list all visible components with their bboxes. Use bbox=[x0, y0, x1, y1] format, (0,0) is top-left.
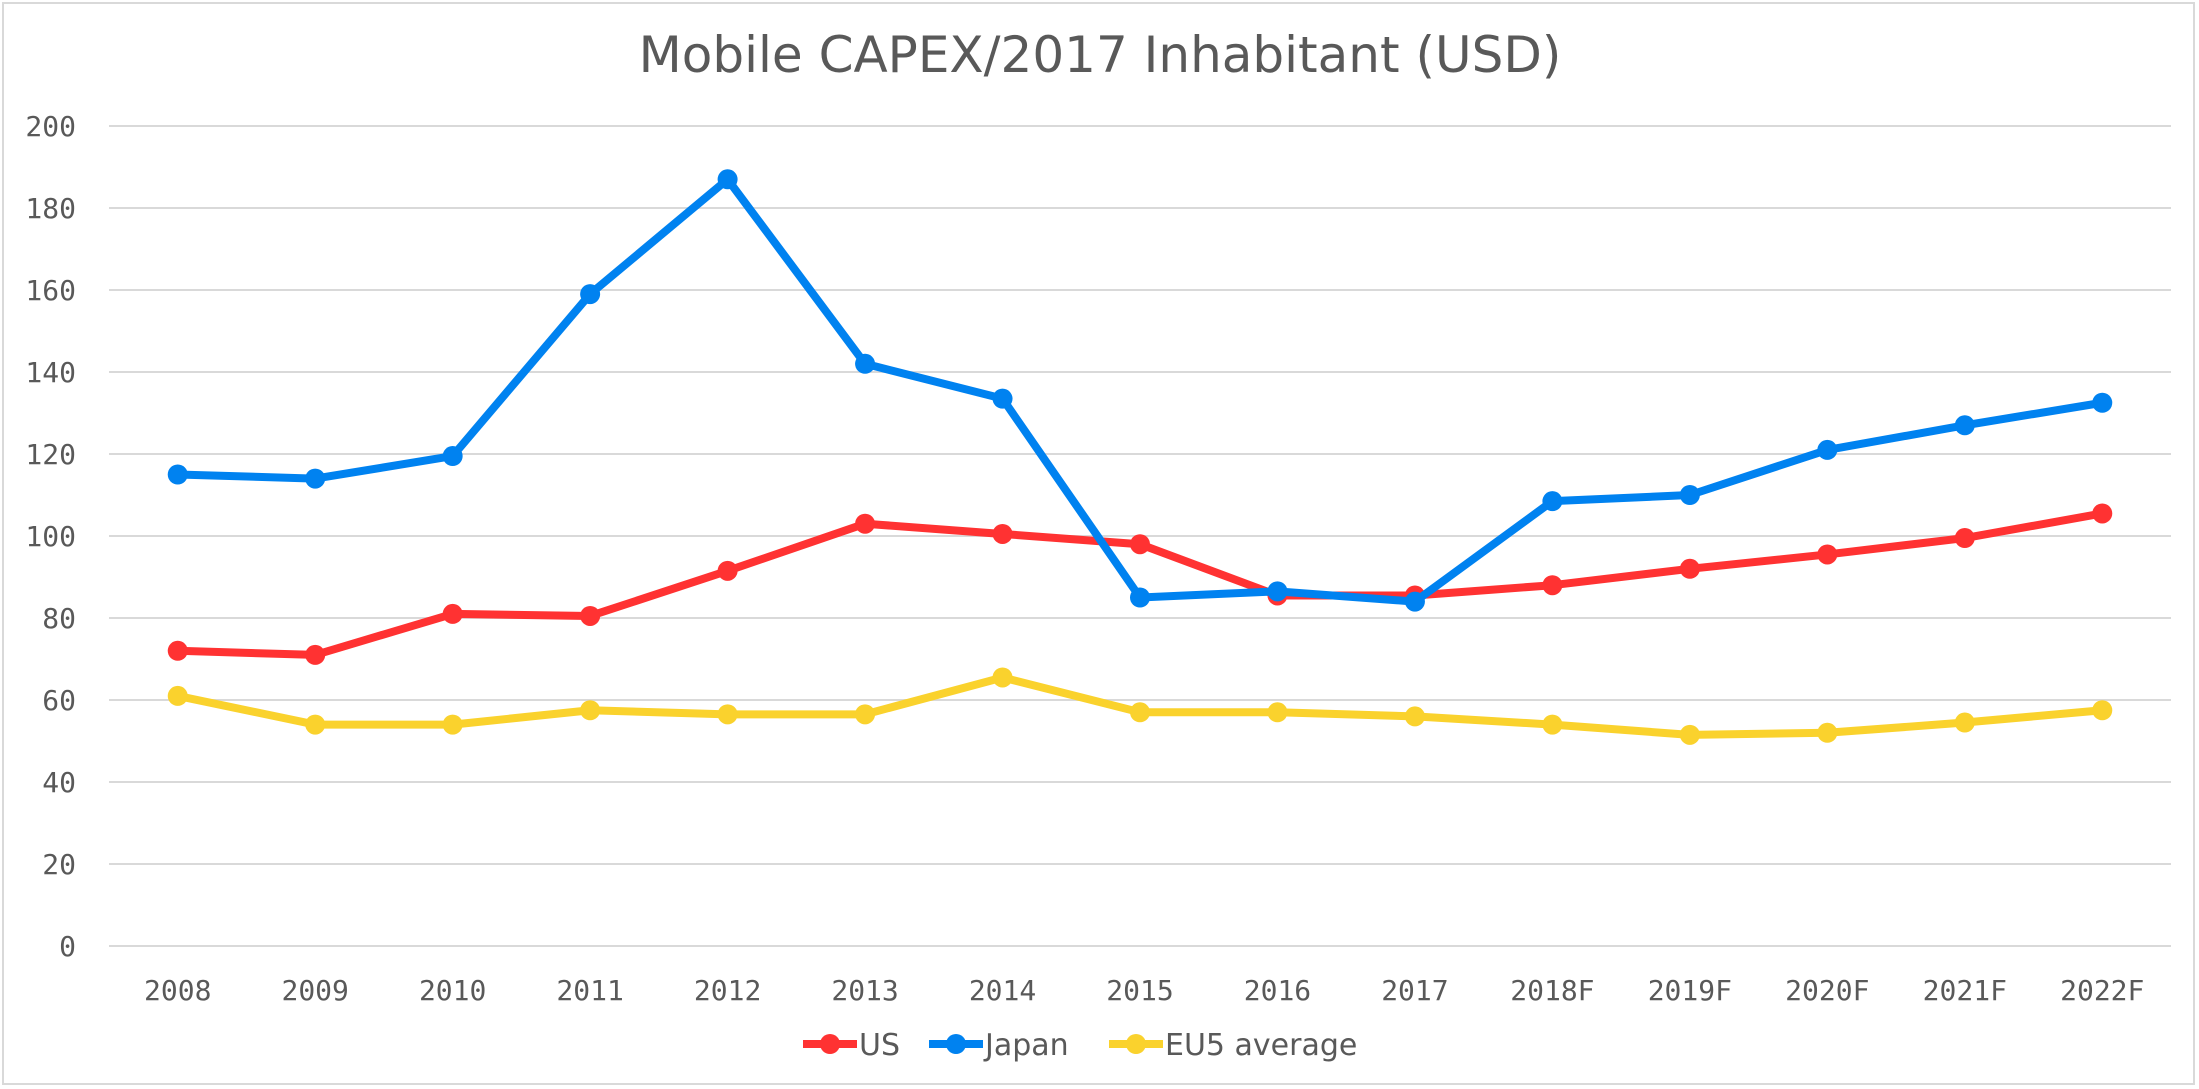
data-point bbox=[1817, 439, 1838, 460]
x-tick-label: 2013 bbox=[831, 974, 898, 1007]
data-point bbox=[992, 523, 1013, 544]
x-tick-label: 2016 bbox=[1244, 974, 1311, 1007]
data-point bbox=[1130, 587, 1150, 608]
x-tick-label: 2017 bbox=[1381, 974, 1448, 1007]
x-axis-ticks: 2008 2009 2010 2011 2012 2013 2014 2015 2016 2017… bbox=[144, 974, 2144, 1007]
data-point bbox=[1130, 702, 1150, 723]
legend-marker bbox=[820, 1034, 840, 1054]
y-axis-ticks: 0 20 40 60 80 100 120 140 160 180 200 bbox=[25, 110, 76, 963]
data-point bbox=[442, 603, 463, 624]
data-point bbox=[305, 468, 326, 489]
series-group bbox=[167, 169, 2113, 745]
y-tick-label: 0 bbox=[59, 930, 76, 963]
data-point bbox=[1679, 558, 1700, 579]
legend-label: US bbox=[859, 1028, 900, 1063]
legend: US Japan EU5 average bbox=[803, 1028, 1357, 1063]
chart-title: Mobile CAPEX/2017 Inhabitant (USD) bbox=[639, 26, 1562, 84]
data-point bbox=[1817, 722, 1838, 743]
data-point bbox=[305, 644, 326, 665]
data-point bbox=[167, 640, 188, 661]
x-tick-label: 2008 bbox=[144, 974, 211, 1007]
x-tick-label: 2015 bbox=[1106, 974, 1173, 1007]
y-tick-label: 180 bbox=[25, 192, 76, 225]
data-point bbox=[2092, 392, 2113, 413]
data-point bbox=[2092, 700, 2113, 721]
data-point bbox=[717, 169, 738, 190]
legend-item: US bbox=[803, 1028, 900, 1063]
data-point bbox=[717, 704, 738, 725]
legend-marker bbox=[946, 1034, 966, 1054]
y-tick-label: 100 bbox=[25, 520, 76, 553]
series-us bbox=[167, 503, 2113, 665]
data-point bbox=[1404, 591, 1425, 612]
y-tick-label: 140 bbox=[25, 356, 76, 389]
y-tick-label: 160 bbox=[25, 274, 76, 307]
y-tick-label: 120 bbox=[25, 438, 76, 471]
data-point bbox=[855, 513, 876, 534]
data-point bbox=[855, 704, 876, 725]
data-point bbox=[305, 714, 326, 735]
series-eu5-average bbox=[167, 667, 2113, 745]
data-point bbox=[442, 714, 463, 735]
x-tick-label: 2010 bbox=[419, 974, 486, 1007]
data-point bbox=[580, 284, 601, 305]
legend-item: Japan bbox=[929, 1028, 1069, 1063]
data-point bbox=[1542, 491, 1563, 512]
data-point bbox=[1679, 724, 1700, 745]
legend-label: Japan bbox=[983, 1028, 1069, 1063]
y-tick-label: 20 bbox=[42, 848, 76, 881]
data-point bbox=[580, 605, 601, 626]
x-tick-label: 2019F bbox=[1648, 974, 1732, 1007]
legend-marker bbox=[1126, 1034, 1146, 1054]
data-point bbox=[1954, 415, 1975, 436]
data-point bbox=[580, 700, 601, 721]
data-point bbox=[717, 560, 738, 581]
y-tick-label: 80 bbox=[42, 602, 76, 635]
series-japan bbox=[167, 169, 2113, 612]
x-tick-label: 2018F bbox=[1510, 974, 1594, 1007]
data-point bbox=[1542, 714, 1563, 735]
data-point bbox=[1679, 485, 1700, 505]
data-point bbox=[855, 353, 876, 374]
data-point bbox=[1954, 528, 1975, 549]
data-point bbox=[1542, 575, 1563, 596]
legend-item: EU5 average bbox=[1109, 1028, 1357, 1063]
data-point bbox=[1954, 712, 1975, 733]
x-tick-label: 2022F bbox=[2060, 974, 2144, 1007]
data-point bbox=[1267, 581, 1288, 602]
x-tick-label: 2012 bbox=[694, 974, 761, 1007]
data-point bbox=[442, 446, 463, 467]
y-tick-label: 40 bbox=[42, 766, 76, 799]
legend-label: EU5 average bbox=[1165, 1028, 1357, 1063]
data-point bbox=[1817, 544, 1838, 565]
x-tick-label: 2014 bbox=[969, 974, 1036, 1007]
x-tick-label: 2011 bbox=[556, 974, 623, 1007]
x-tick-label: 2020F bbox=[1785, 974, 1869, 1007]
data-point bbox=[167, 685, 188, 706]
data-point bbox=[1130, 534, 1150, 555]
x-tick-label: 2021F bbox=[1923, 974, 2007, 1007]
data-point bbox=[1404, 706, 1425, 727]
y-tick-label: 60 bbox=[42, 684, 76, 717]
data-point bbox=[992, 388, 1013, 409]
data-point bbox=[992, 667, 1013, 688]
data-point bbox=[2092, 503, 2113, 524]
x-tick-label: 2009 bbox=[281, 974, 348, 1007]
data-point bbox=[167, 464, 188, 485]
data-point bbox=[1267, 702, 1288, 723]
y-tick-label: 200 bbox=[25, 110, 76, 143]
